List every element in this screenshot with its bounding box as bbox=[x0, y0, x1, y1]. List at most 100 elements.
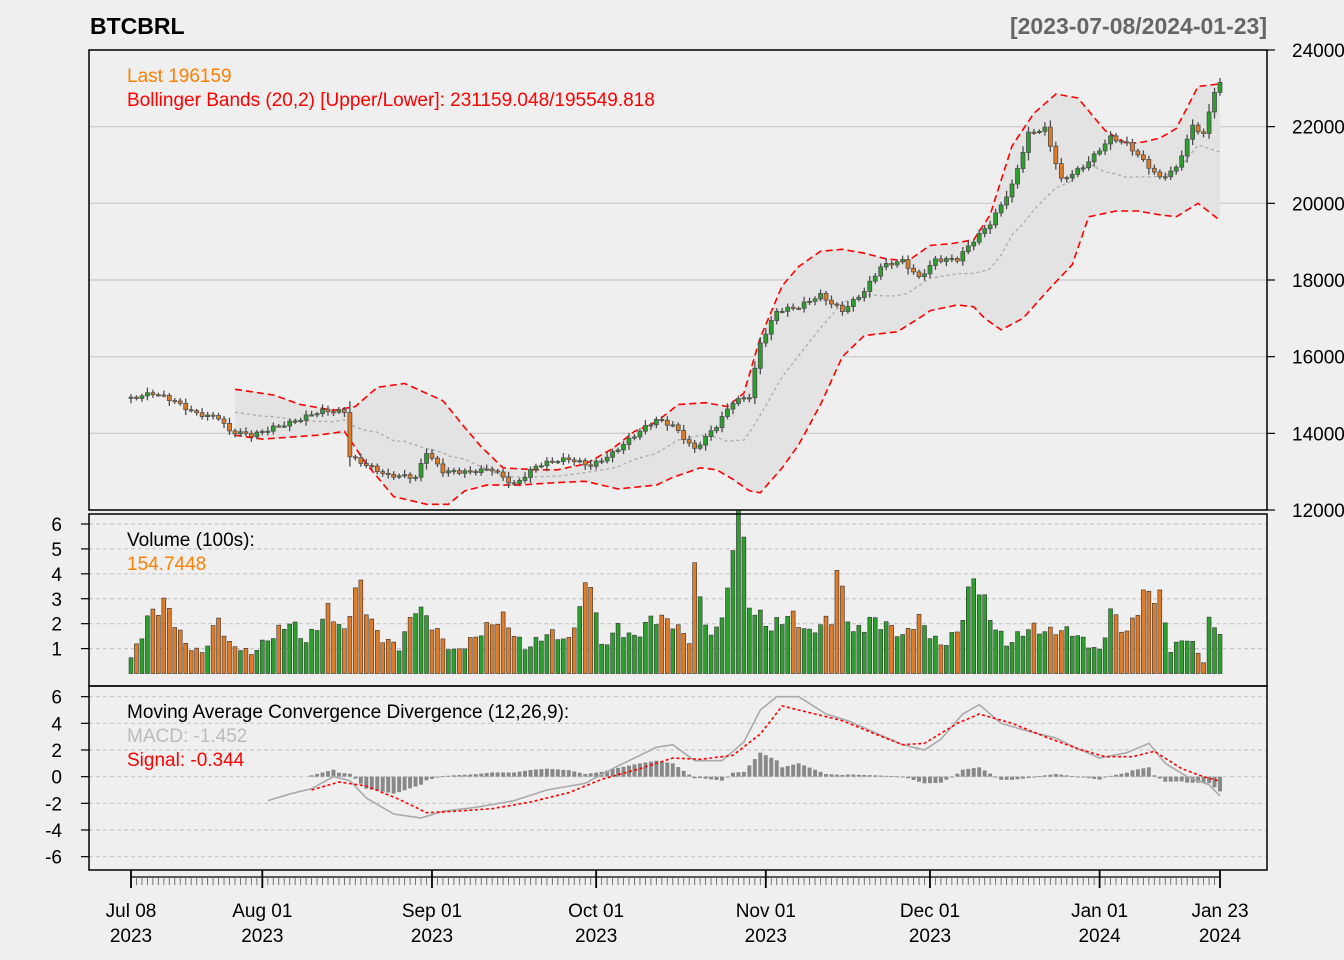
macd-histogram-bar bbox=[747, 765, 752, 777]
macd-histogram-bar bbox=[1042, 775, 1047, 777]
macd-histogram-bar bbox=[845, 774, 850, 777]
candle-body bbox=[571, 459, 577, 463]
volume-bar bbox=[829, 624, 834, 674]
x-tick-label-year: 2023 bbox=[575, 926, 617, 947]
macd-histogram-bar bbox=[966, 768, 971, 777]
volume-bar bbox=[1113, 614, 1119, 674]
candle-body bbox=[1009, 183, 1015, 198]
volume-bar bbox=[1080, 636, 1086, 674]
volume-bar bbox=[785, 616, 790, 674]
volume-bar bbox=[1124, 630, 1130, 674]
macd-y-tick-label: 6 bbox=[51, 688, 62, 709]
macd-histogram-bar bbox=[451, 775, 456, 777]
macd-histogram-bar bbox=[851, 774, 856, 777]
candle-body bbox=[314, 413, 320, 416]
candle-body bbox=[960, 251, 966, 262]
macd-histogram-bar bbox=[758, 752, 763, 777]
candle-body bbox=[254, 431, 260, 438]
candle-body bbox=[670, 424, 676, 427]
macd-histogram-bar bbox=[309, 775, 314, 777]
macd-histogram-bar bbox=[544, 768, 549, 777]
macd-histogram-bar bbox=[949, 776, 954, 778]
candle-body bbox=[369, 465, 375, 468]
volume-bar bbox=[714, 626, 719, 674]
volume-bar bbox=[675, 624, 681, 674]
candle-body bbox=[933, 258, 938, 266]
volume-bar bbox=[933, 635, 938, 674]
candle-body bbox=[134, 396, 139, 399]
volume-bar bbox=[1042, 631, 1048, 674]
macd-histogram-bar bbox=[457, 775, 462, 777]
candle-body bbox=[336, 409, 342, 413]
candle-body bbox=[582, 460, 588, 466]
macd-histogram-bar bbox=[911, 776, 916, 780]
candle-body bbox=[1119, 140, 1124, 143]
volume-bar bbox=[654, 624, 659, 674]
candle-body bbox=[407, 474, 413, 479]
volume-bar bbox=[818, 624, 823, 674]
volume-bar bbox=[883, 621, 889, 674]
volume-bar bbox=[1212, 627, 1217, 674]
candle-body bbox=[719, 416, 725, 429]
candle-body bbox=[238, 431, 243, 435]
volume-bar bbox=[747, 607, 752, 674]
candle-body bbox=[643, 425, 648, 432]
x-tick-label-date: Aug 01 bbox=[232, 901, 292, 922]
candle-body bbox=[637, 430, 643, 438]
macd-histogram-bar bbox=[375, 776, 380, 791]
volume-bar bbox=[418, 606, 424, 674]
volume-bar bbox=[517, 636, 522, 674]
candle-body bbox=[276, 425, 282, 428]
volume-bar bbox=[692, 562, 697, 674]
volume-bar bbox=[468, 637, 473, 674]
volume-bar bbox=[637, 636, 643, 674]
volume-bar bbox=[1020, 635, 1026, 674]
candle-body bbox=[993, 212, 999, 226]
macd-histogram-bar bbox=[692, 776, 697, 779]
volume-bar bbox=[243, 648, 249, 674]
volume-bar bbox=[227, 641, 232, 674]
x-tick-label-date: Nov 01 bbox=[736, 901, 796, 922]
macd-histogram-bar bbox=[517, 771, 522, 777]
candle-body bbox=[462, 470, 468, 474]
candle-body bbox=[796, 307, 801, 310]
macd-histogram-bar bbox=[446, 775, 451, 777]
macd-histogram-bar bbox=[785, 766, 790, 777]
macd-y-axis: -6 -4 -2 0 2 4 6 bbox=[45, 688, 89, 869]
volume-bar bbox=[292, 621, 298, 674]
candle-body bbox=[664, 419, 670, 426]
volume-bar bbox=[1048, 626, 1053, 674]
candle-body bbox=[1064, 177, 1070, 180]
candle-body bbox=[1173, 166, 1179, 172]
candle-body bbox=[1124, 141, 1130, 144]
candle-body bbox=[1162, 176, 1168, 179]
volume-bar bbox=[484, 622, 489, 674]
volume-bar bbox=[555, 639, 561, 674]
volume-bar bbox=[834, 569, 840, 674]
macd-histogram-bar bbox=[900, 776, 905, 778]
volume-bar bbox=[862, 631, 867, 674]
macd-histogram-bar bbox=[408, 776, 413, 789]
x-tick-label-date: Oct 01 bbox=[568, 901, 624, 922]
candle-body bbox=[588, 464, 594, 467]
macd-histogram-bar bbox=[1097, 776, 1102, 780]
volume-bar bbox=[1069, 635, 1075, 674]
candle-body bbox=[1146, 159, 1152, 169]
candle-body bbox=[210, 414, 216, 417]
macd-histogram-bar bbox=[906, 776, 911, 779]
candle-body bbox=[533, 465, 539, 470]
macd-histogram-bar bbox=[386, 776, 391, 793]
candle-body bbox=[916, 271, 922, 278]
candle-body bbox=[166, 395, 172, 401]
macd-histogram-bar bbox=[533, 769, 538, 777]
candle-body bbox=[265, 430, 271, 433]
macd-histogram-bar bbox=[834, 774, 839, 777]
candle-body bbox=[938, 258, 944, 262]
candle-body bbox=[632, 436, 637, 439]
candle-body bbox=[473, 470, 479, 474]
macd-histogram-bar bbox=[495, 772, 500, 777]
candle-body bbox=[1201, 131, 1206, 134]
volume-bar bbox=[260, 639, 265, 674]
x-tick-label-year: 2023 bbox=[745, 926, 787, 947]
macd-histogram-bar bbox=[791, 764, 796, 777]
